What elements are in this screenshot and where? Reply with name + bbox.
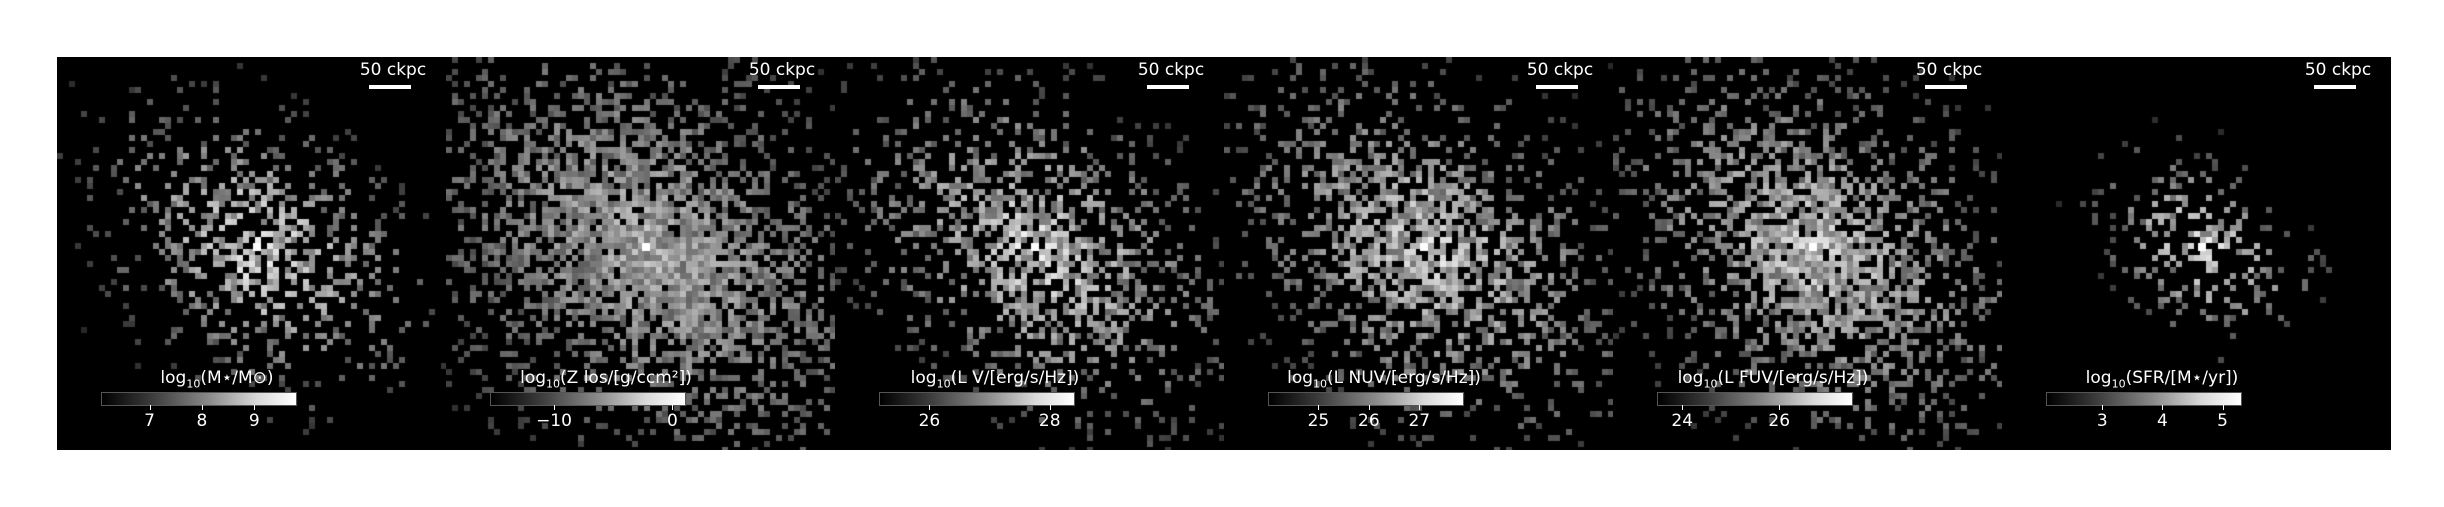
colorbar (2046, 392, 2242, 406)
colorbar-title: log10(L V/[erg/s/Hz]) (910, 368, 1080, 391)
scale-bar (1536, 85, 1578, 89)
colorbar-title: log10(SFR/[M⋆/yr]) (2085, 368, 2239, 391)
colorbar-tick (2102, 405, 2104, 410)
colorbar-title: log10(L FUV/[erg/s/Hz]) (1677, 368, 1869, 391)
scale-bar (1147, 85, 1189, 89)
colorbar-tick-label: 0 (666, 411, 678, 431)
colorbar-tick (201, 405, 203, 410)
pixel-map (2002, 57, 2391, 450)
colorbar-tick-label: 7 (144, 411, 155, 431)
scale-bar (1925, 85, 1967, 89)
panel-nuv-luminosity: 50 ckpc log10(L NUV/[erg/s/Hz]) 25 26 27 (1224, 57, 1613, 450)
colorbar-tick-label: 27 (1408, 411, 1431, 431)
colorbar-tick-label: 4 (2156, 411, 2168, 431)
scale-bar (758, 85, 800, 89)
pixel-map (1613, 57, 2002, 450)
colorbar (879, 392, 1075, 406)
panel-stellar-mass: 50 ckpc log10(M⋆/M⊙) 7 8 9 (57, 57, 446, 450)
colorbar-tick (929, 405, 931, 410)
colorbar-tick-label: 26 (1768, 411, 1791, 431)
colorbar-tick (554, 405, 556, 410)
colorbar-tick (1419, 405, 1421, 410)
colorbar-tick (1049, 405, 1051, 410)
colorbar-tick-label: 8 (196, 411, 208, 431)
pixel-map (57, 57, 446, 450)
pixel-map (446, 57, 835, 450)
colorbar (1657, 392, 1853, 406)
panel-v-luminosity: 50 ckpc log10(L V/[erg/s/Hz]) 26 28 (835, 57, 1224, 450)
panel-sfr: 50 ckpc log10(SFR/[M⋆/yr]) 3 4 5 (2002, 57, 2391, 450)
colorbar-tick-label: 9 (248, 411, 260, 431)
pixel-map (835, 57, 1224, 450)
colorbar-tick-label: −10 (536, 411, 572, 431)
colorbar-tick (1318, 405, 1320, 410)
colorbar-tick (254, 405, 256, 410)
scale-bar-label: 50 ckpc (1526, 60, 1594, 80)
colorbar-tick-label: 25 (1307, 411, 1330, 431)
colorbar-tick (2222, 405, 2224, 410)
panel-fuv-luminosity: 50 ckpc log10(L FUV/[erg/s/Hz]) 24 26 (1613, 57, 2002, 450)
colorbar-tick-label: 24 (1671, 411, 1694, 431)
colorbar-title: log10(Z los/[g/ccm²]) (520, 368, 692, 391)
colorbar (101, 392, 297, 406)
image-strip: 50 ckpc log10(M⋆/M⊙) 7 8 9 50 ckpc log10(Z… (57, 57, 2391, 450)
scale-bar-label: 50 ckpc (748, 60, 816, 80)
scale-bar-label: 50 ckpc (1915, 60, 1983, 80)
scale-bar-label: 50 ckpc (359, 60, 427, 80)
scale-bar (2314, 85, 2356, 89)
colorbar (490, 392, 686, 406)
colorbar-tick (2162, 405, 2164, 410)
colorbar-tick-label: 26 (918, 411, 941, 431)
colorbar-tick (1368, 405, 1370, 410)
colorbar-tick (1779, 405, 1781, 410)
colorbar-tick (1682, 405, 1684, 410)
colorbar-title: log10(M⋆/M⊙) (160, 368, 274, 391)
scale-bar-label: 50 ckpc (2304, 60, 2372, 80)
colorbar-tick-label: 5 (2217, 411, 2228, 431)
colorbar-tick (672, 405, 674, 410)
colorbar-tick-label: 26 (1358, 411, 1380, 431)
colorbar-tick (149, 405, 151, 410)
colorbar-tick-label: 3 (2096, 411, 2108, 431)
pixel-map (1224, 57, 1613, 450)
colorbar-title: log10(L NUV/[erg/s/Hz]) (1287, 368, 1481, 391)
scale-bar-label: 50 ckpc (1137, 60, 1205, 80)
panel-metal-column: 50 ckpc log10(Z los/[g/ccm²]) −10 0 (446, 57, 835, 450)
colorbar-tick-label: 28 (1038, 411, 1061, 431)
colorbar (1268, 392, 1464, 406)
scale-bar (369, 85, 411, 89)
